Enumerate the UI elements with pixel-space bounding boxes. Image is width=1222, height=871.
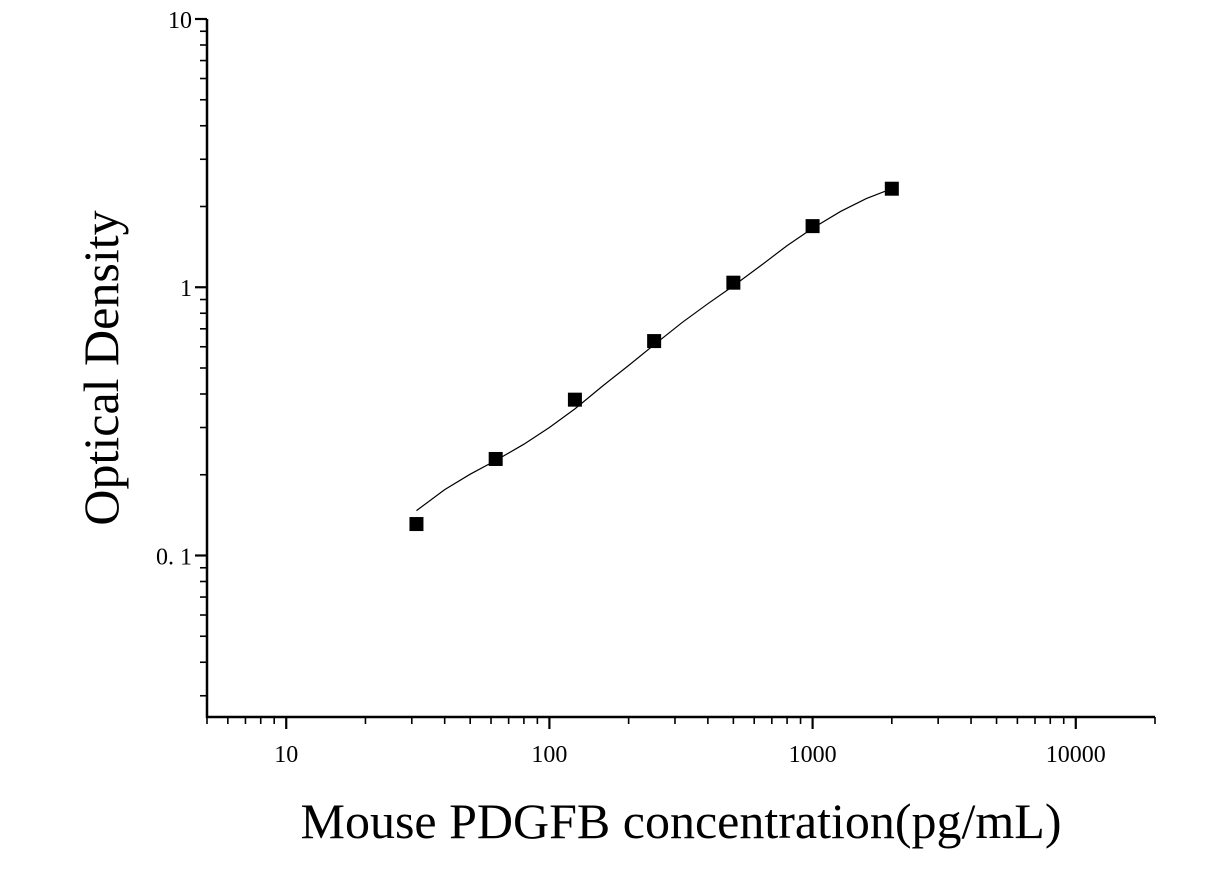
x-tick-label: 1000 [789, 742, 837, 768]
data-points-layer [409, 181, 899, 532]
data-point [884, 181, 899, 196]
ticks-layer [195, 17, 1156, 729]
tick-labels-layer: 10 100 1000 10000 0. 1 1 10 [156, 8, 1106, 768]
y-tick-label: 10 [168, 8, 192, 34]
data-point [488, 451, 503, 466]
fit-curve [416, 188, 893, 512]
x-tick-label: 100 [531, 742, 567, 768]
data-point [726, 275, 741, 290]
data-point [805, 219, 820, 234]
x-tick-label: 10000 [1046, 742, 1106, 768]
data-point [567, 392, 582, 407]
data-point [647, 334, 662, 349]
data-point [409, 517, 424, 532]
y-tick-label: 0. 1 [156, 544, 192, 570]
y-axis-title: Optical Density [73, 210, 129, 525]
x-axis-title: Mouse PDGFB concentration(pg/mL) [300, 793, 1061, 849]
x-tick-label: 10 [274, 742, 298, 768]
y-tick-label: 1 [180, 276, 192, 302]
